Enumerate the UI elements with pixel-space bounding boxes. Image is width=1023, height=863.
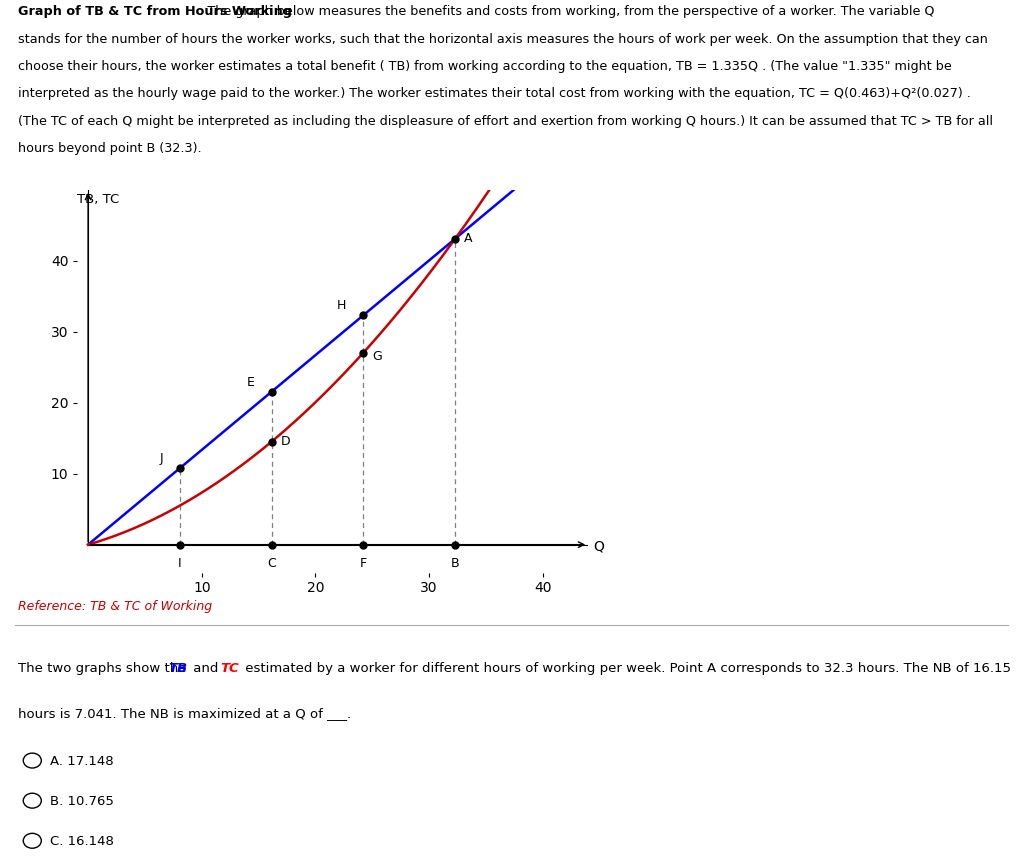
- Text: The two graphs show the: The two graphs show the: [18, 663, 191, 676]
- Text: G: G: [372, 350, 383, 362]
- Text: J: J: [160, 452, 163, 465]
- Text: D: D: [280, 435, 291, 448]
- Text: E: E: [247, 375, 255, 389]
- Text: Q: Q: [592, 539, 604, 554]
- Text: : The graph below measures the benefits and costs from working, from the perspec: : The graph below measures the benefits …: [198, 5, 934, 18]
- Text: Reference: TB & TC of Working: Reference: TB & TC of Working: [18, 600, 213, 613]
- Text: (The TC of each Q might be interpreted as including the displeasure of effort an: (The TC of each Q might be interpreted a…: [18, 115, 993, 128]
- Text: choose their hours, the worker estimates a total benefit ( TB) from working acco: choose their hours, the worker estimates…: [18, 60, 952, 73]
- Text: C. 16.148: C. 16.148: [50, 835, 115, 847]
- Text: hours is 7.041. The NB is maximized at a Q of ___.: hours is 7.041. The NB is maximized at a…: [18, 707, 351, 721]
- Text: interpreted as the hourly wage paid to the worker.) The worker estimates their t: interpreted as the hourly wage paid to t…: [18, 87, 971, 100]
- Text: estimated by a worker for different hours of working per week. Point A correspon: estimated by a worker for different hour…: [240, 663, 1011, 676]
- Text: hours beyond point B (32.3).: hours beyond point B (32.3).: [18, 142, 202, 155]
- Text: F: F: [360, 557, 367, 570]
- Text: TB: TB: [169, 663, 188, 676]
- Text: B: B: [451, 557, 459, 570]
- Text: stands for the number of hours the worker works, such that the horizontal axis m: stands for the number of hours the worke…: [18, 33, 988, 46]
- Text: and: and: [188, 663, 222, 676]
- Text: B. 10.765: B. 10.765: [50, 795, 115, 808]
- Text: A: A: [464, 232, 473, 245]
- Text: A. 17.148: A. 17.148: [50, 754, 114, 767]
- Text: TC: TC: [221, 663, 239, 676]
- Text: I: I: [178, 557, 182, 570]
- Text: Graph of TB & TC from Hours Working: Graph of TB & TC from Hours Working: [18, 5, 293, 18]
- Text: C: C: [267, 557, 276, 570]
- Text: TB, TC: TB, TC: [77, 193, 119, 206]
- Text: H: H: [337, 299, 347, 312]
